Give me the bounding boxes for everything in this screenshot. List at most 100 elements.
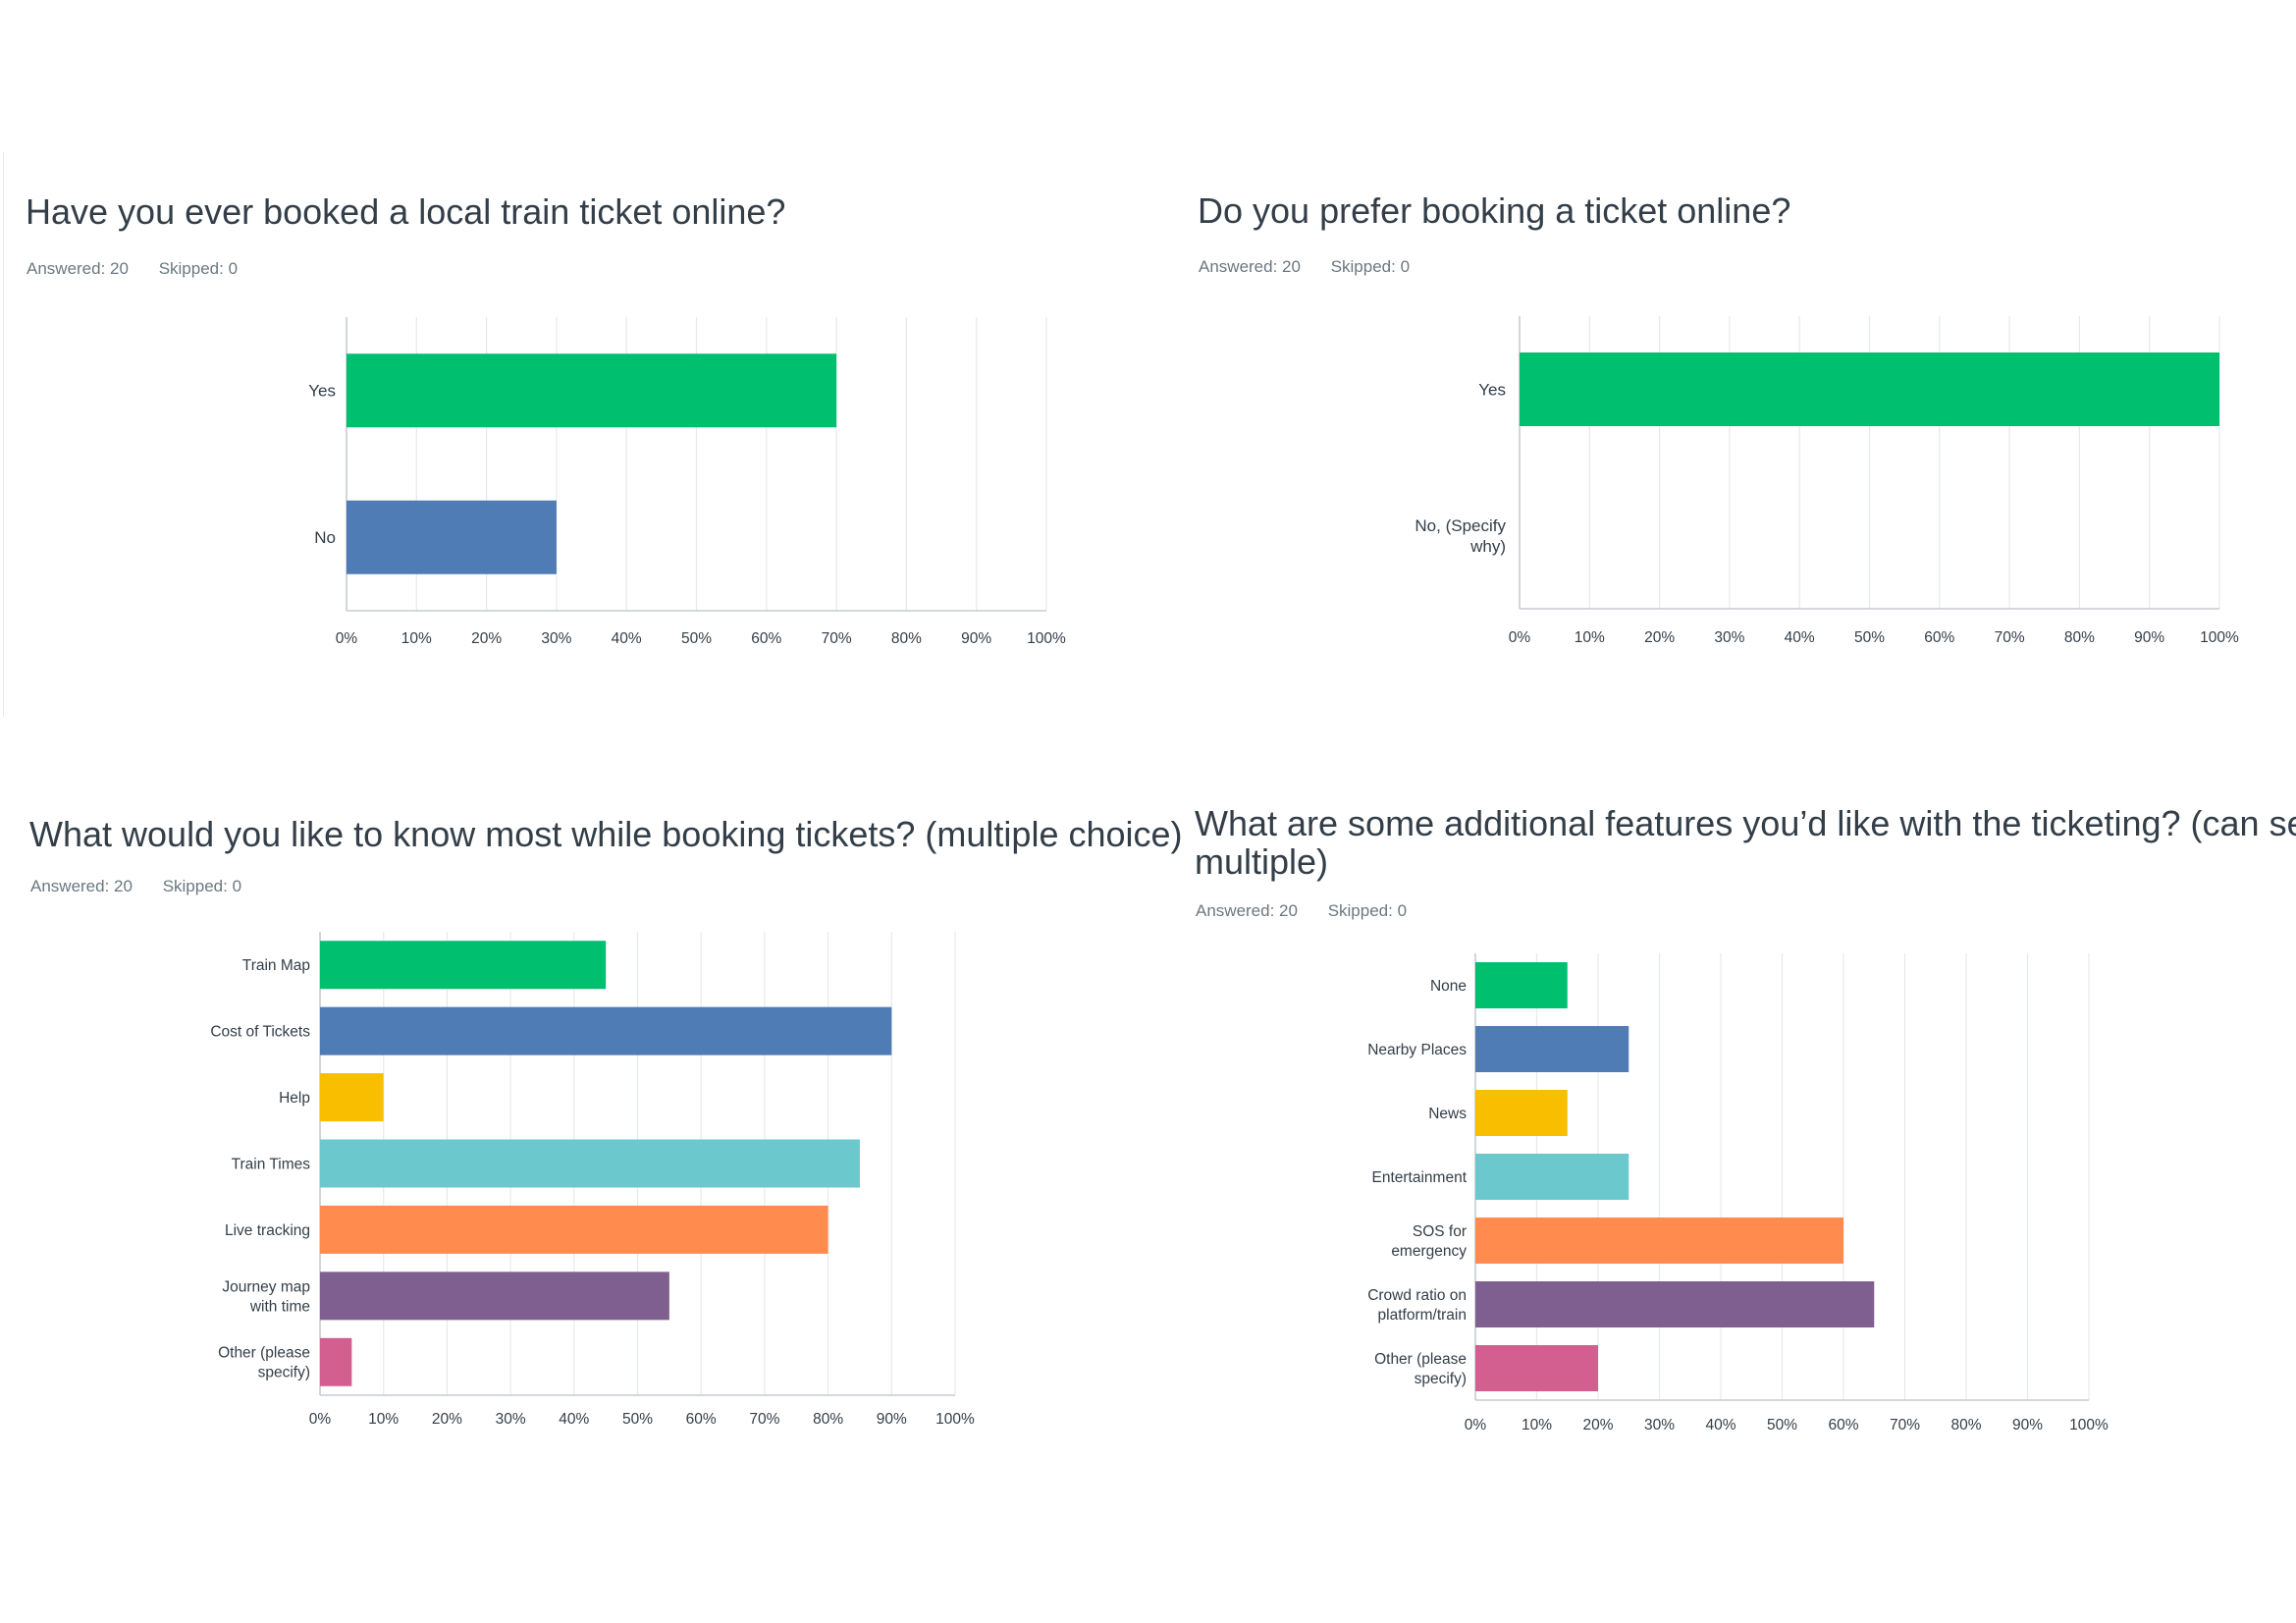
skipped-count: Skipped: 0 [1327, 901, 1408, 920]
bar [320, 1006, 892, 1055]
bar [1520, 352, 2219, 426]
category-label: News [1428, 1106, 1467, 1122]
bar [1475, 1154, 1629, 1200]
x-tick-label: 80% [2064, 629, 2095, 646]
x-tick-label: 40% [559, 1411, 589, 1428]
question-title: Have you ever booked a local train ticke… [26, 191, 786, 232]
bar [320, 1205, 828, 1254]
x-tick-label: 40% [1705, 1417, 1735, 1434]
x-tick-label: 90% [961, 630, 991, 647]
category-label: Cost of Tickets [210, 1024, 310, 1041]
x-tick-label: 80% [1950, 1417, 1981, 1434]
bar [1475, 1217, 1843, 1264]
question-title: Do you prefer booking a ticket online? [1198, 190, 1791, 231]
category-label: No [314, 528, 336, 547]
x-tick-label: 100% [935, 1411, 975, 1428]
x-tick-label: 0% [336, 630, 358, 647]
question-title-line-1: What are some additional features you’d … [1195, 803, 2296, 843]
category-label: Nearby Places [1367, 1042, 1467, 1058]
category-label: Live tracking [225, 1222, 310, 1239]
x-tick-label: 100% [2069, 1417, 2109, 1434]
x-tick-label: 10% [1575, 629, 1605, 646]
x-tick-label: 50% [622, 1411, 653, 1428]
x-tick-label: 20% [1644, 629, 1675, 646]
category-label: Crowd ratio on platform/train [1367, 1287, 1467, 1324]
x-tick-label: 0% [1509, 629, 1531, 646]
x-tick-label: 80% [891, 630, 922, 647]
x-tick-label: 30% [496, 1411, 526, 1428]
category-label: No, (Specify why) [1415, 516, 1506, 556]
response-counts: Answered: 20 Skipped: 0 [1196, 901, 1432, 921]
x-tick-label: 10% [1522, 1417, 1552, 1434]
bar [1475, 1026, 1629, 1072]
x-tick-label: 90% [877, 1411, 907, 1428]
bar [1475, 1090, 1568, 1136]
x-tick-label: 10% [368, 1411, 399, 1428]
skipped-count: Skipped: 0 [158, 259, 239, 278]
response-counts: Answered: 20 Skipped: 0 [30, 877, 267, 896]
category-label: Help [279, 1090, 310, 1107]
x-tick-label: 30% [1714, 629, 1744, 646]
panel-divider [3, 152, 4, 717]
bar [347, 353, 837, 428]
bar [320, 1271, 669, 1321]
x-tick-label: 60% [1924, 629, 1954, 646]
x-tick-label: 70% [1995, 629, 2025, 646]
x-tick-label: 40% [612, 630, 642, 647]
category-label: Journey map with time [222, 1278, 310, 1315]
x-tick-label: 10% [401, 630, 432, 647]
skipped-count: Skipped: 0 [162, 877, 242, 895]
x-tick-label: 100% [2200, 629, 2239, 646]
bar [347, 500, 557, 574]
category-label: Train Map [242, 957, 310, 974]
bar [1475, 962, 1568, 1008]
category-label: None [1430, 978, 1467, 995]
x-tick-label: 90% [2012, 1417, 2043, 1434]
x-tick-label: 30% [541, 630, 571, 647]
skipped-count: Skipped: 0 [1330, 257, 1411, 276]
response-counts: Answered: 20 Skipped: 0 [1199, 257, 1435, 277]
x-tick-label: 0% [309, 1411, 332, 1428]
x-tick-label: 60% [686, 1411, 717, 1428]
bar [320, 1073, 384, 1122]
answered-count: Answered: 20 [30, 877, 133, 895]
x-tick-label: 90% [2134, 629, 2164, 646]
x-tick-label: 70% [822, 630, 852, 647]
answered-count: Answered: 20 [27, 259, 129, 278]
x-tick-label: 80% [813, 1411, 843, 1428]
x-tick-label: 50% [1854, 629, 1885, 646]
x-tick-label: 60% [1828, 1417, 1858, 1434]
category-label: Yes [308, 382, 336, 401]
category-label: Yes [1478, 380, 1506, 399]
question-title-line-2: multiple) [1195, 841, 1329, 882]
bar [1475, 1281, 1875, 1327]
bar [1475, 1345, 1598, 1391]
x-tick-label: 60% [751, 630, 781, 647]
x-tick-label: 20% [471, 630, 502, 647]
x-tick-label: 70% [749, 1411, 779, 1428]
bar [320, 941, 607, 990]
response-counts: Answered: 20 Skipped: 0 [27, 259, 263, 279]
x-tick-label: 50% [1767, 1417, 1797, 1434]
x-tick-label: 70% [1890, 1417, 1920, 1434]
x-tick-label: 20% [1582, 1417, 1613, 1434]
answered-count: Answered: 20 [1196, 901, 1298, 920]
x-tick-label: 40% [1785, 629, 1815, 646]
x-tick-label: 20% [432, 1411, 462, 1428]
x-tick-label: 30% [1644, 1417, 1675, 1434]
bar [320, 1337, 352, 1386]
x-tick-label: 100% [1027, 630, 1066, 647]
question-title: What would you like to know most while b… [29, 814, 1183, 854]
x-tick-label: 50% [681, 630, 712, 647]
bar [320, 1139, 860, 1188]
category-label: SOS for emergency [1391, 1223, 1467, 1260]
category-label: Other (please specify) [218, 1345, 310, 1381]
category-label: Other (please specify) [1374, 1351, 1467, 1387]
category-label: Train Times [232, 1156, 311, 1172]
category-label: Entertainment [1372, 1169, 1468, 1186]
answered-count: Answered: 20 [1199, 257, 1301, 276]
